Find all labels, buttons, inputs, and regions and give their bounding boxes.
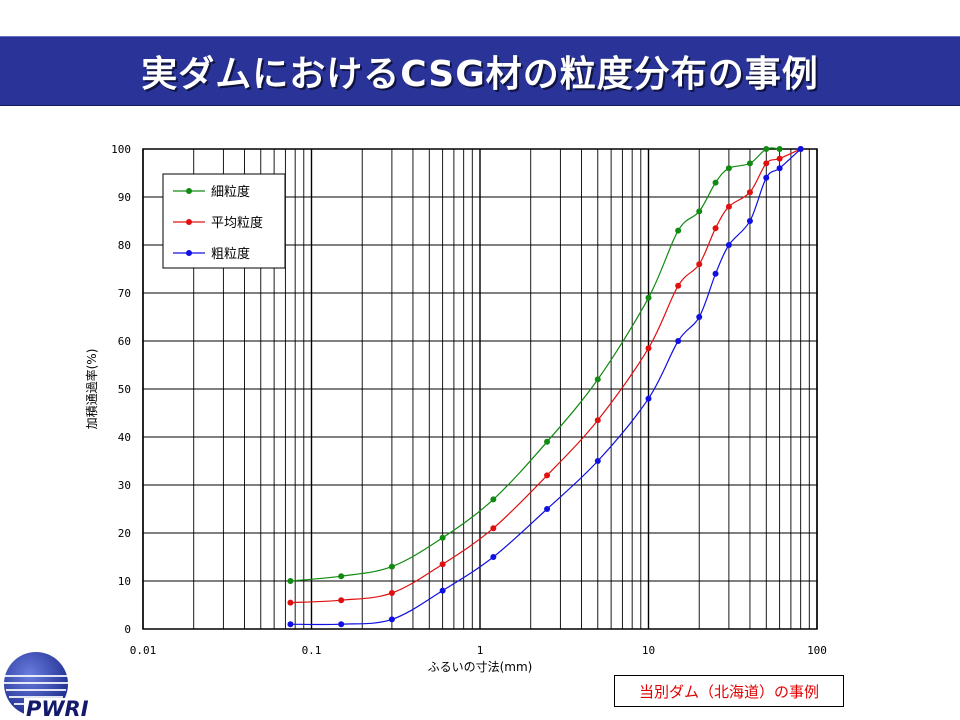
data-point-series-2 [287, 621, 294, 628]
data-point-series-1 [696, 261, 703, 268]
data-point-series-1 [338, 597, 345, 604]
x-tick-label: 0.01 [130, 644, 157, 657]
legend-swatch-marker [186, 188, 192, 194]
data-point-series-0 [725, 165, 732, 172]
data-point-series-1 [763, 160, 770, 167]
data-point-series-0 [776, 146, 783, 152]
data-point-series-2 [712, 270, 719, 277]
y-tick-label: 10 [118, 575, 131, 588]
y-tick-label: 70 [118, 287, 131, 300]
data-point-series-0 [287, 578, 294, 584]
series-line-1 [290, 148, 801, 604]
plot-frame [142, 148, 818, 630]
legend-swatch-marker [186, 219, 192, 225]
data-point-series-1 [776, 155, 783, 162]
data-point-series-1 [439, 561, 446, 568]
y-tick-label: 50 [118, 383, 131, 396]
legend-swatch-marker [186, 250, 192, 256]
data-point-series-0 [746, 160, 753, 167]
data-point-series-2 [725, 242, 732, 248]
data-point-series-2 [746, 218, 753, 224]
x-tick-label: 1 [477, 644, 484, 657]
data-point-series-2 [696, 314, 703, 320]
pwri-logo: PWRI [4, 652, 116, 720]
y-tick-label: 40 [118, 431, 131, 444]
legend-label: 細粒度 [211, 184, 250, 200]
y-tick-label: 20 [118, 527, 131, 540]
legend-label: 粗粒度 [211, 246, 250, 262]
data-point-series-1 [388, 590, 395, 596]
x-tick-label: 10 [642, 644, 655, 657]
y-axis-label: 加積通過率(%) [84, 349, 99, 430]
data-point-series-1 [544, 472, 551, 479]
data-point-series-1 [675, 282, 682, 289]
y-tick-label: 90 [118, 191, 131, 204]
caption-text: 当別ダム（北海道）の事例 [638, 682, 819, 701]
data-point-series-1 [712, 225, 719, 232]
data-point-series-1 [746, 189, 753, 196]
logo-text: PWRI [26, 697, 89, 720]
data-point-series-2 [675, 338, 682, 344]
caption-box: 当別ダム（北海道）の事例 [614, 675, 844, 707]
y-tick-label: 30 [118, 479, 131, 492]
data-point-series-2 [763, 174, 770, 181]
data-point-series-0 [645, 294, 652, 301]
data-point-series-2 [490, 554, 497, 560]
legend-box [162, 173, 286, 269]
series-line-0 [290, 147, 780, 582]
data-point-series-0 [594, 376, 601, 383]
data-point-series-2 [594, 458, 601, 464]
data-point-series-1 [725, 203, 732, 210]
data-point-series-2 [338, 621, 345, 628]
y-tick-label: 0 [124, 623, 131, 636]
data-point-series-0 [439, 534, 446, 541]
data-point-series-1 [287, 599, 294, 606]
data-point-series-0 [712, 179, 719, 186]
y-tick-label: 80 [118, 239, 131, 252]
data-point-series-2 [797, 146, 804, 152]
y-tick-label: 100 [111, 143, 131, 156]
data-point-series-2 [544, 506, 551, 512]
data-point-series-1 [645, 345, 652, 352]
x-tick-label: 100 [807, 644, 827, 657]
data-point-series-1 [594, 417, 601, 424]
series-line-2 [290, 148, 802, 626]
data-point-series-0 [544, 438, 551, 445]
x-axis-label: ふるいの寸法(mm) [428, 660, 533, 674]
legend-label: 平均粒度 [211, 215, 263, 231]
data-point-series-0 [763, 146, 770, 152]
data-point-series-0 [675, 227, 682, 234]
data-point-series-2 [776, 165, 783, 172]
y-tick-label: 60 [118, 335, 131, 348]
data-point-series-0 [490, 496, 497, 503]
data-point-series-0 [338, 573, 345, 580]
data-point-series-2 [645, 395, 652, 402]
data-point-series-2 [439, 587, 446, 594]
data-point-series-2 [388, 616, 395, 623]
title-banner: 実ダムにおけるCSG材の粒度分布の事例 [0, 36, 960, 106]
data-point-series-1 [490, 525, 497, 532]
data-point-series-0 [696, 208, 703, 215]
x-tick-label: 0.1 [302, 644, 322, 657]
slide-title: 実ダムにおけるCSG材の粒度分布の事例 [141, 54, 819, 95]
data-point-series-0 [388, 563, 395, 570]
